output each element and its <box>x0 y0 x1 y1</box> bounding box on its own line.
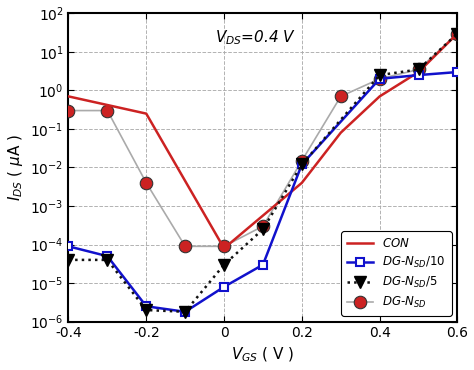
$DG$-$N_{SD}$ <box>299 158 305 163</box>
$DG$-$N_{SD}/10$ <box>65 244 71 249</box>
$DG$-$N_{SD}$ <box>455 31 460 36</box>
$CON$ <box>65 94 71 99</box>
$DG$-$N_{SD}/10$ <box>299 162 305 166</box>
$DG$-$N_{SD}$ <box>416 67 421 72</box>
$DG$-$N_{SD}/10$ <box>105 254 110 258</box>
$CON$ <box>377 94 383 99</box>
Line: $DG$-$N_{SD}/10$: $DG$-$N_{SD}/10$ <box>64 68 462 316</box>
$DG$-$N_{SD}/10$ <box>377 77 383 81</box>
$DG$-$N_{SD}/5$ <box>105 258 110 262</box>
$CON$ <box>416 70 421 74</box>
$DG$-$N_{SD}/5$ <box>377 73 383 77</box>
$DG$-$N_{SD}/5$ <box>299 162 305 166</box>
$DG$-$N_{SD}$ <box>221 244 227 249</box>
$DG$-$N_{SD}/10$ <box>260 262 266 267</box>
$DG$-$N_{SD}$ <box>260 224 266 228</box>
Line: $CON$: $CON$ <box>68 34 457 248</box>
$CON$ <box>144 111 149 116</box>
$DG$-$N_{SD}$ <box>105 108 110 113</box>
$CON$ <box>221 246 227 250</box>
$DG$-$N_{SD}/10$ <box>182 310 188 314</box>
Y-axis label: $I_{DS}$ ( $\mu$A ): $I_{DS}$ ( $\mu$A ) <box>6 134 25 201</box>
Line: $DG$-$N_{SD}$: $DG$-$N_{SD}$ <box>62 27 464 253</box>
$DG$-$N_{SD}/10$ <box>416 73 421 77</box>
$DG$-$N_{SD}/5$ <box>221 262 227 267</box>
$CON$ <box>299 181 305 185</box>
$DG$-$N_{SD}$ <box>338 94 344 99</box>
X-axis label: $V_{GS}$ ( V ): $V_{GS}$ ( V ) <box>231 346 295 364</box>
$DG$-$N_{SD}/5$ <box>182 310 188 314</box>
$DG$-$N_{SD}/5$ <box>65 258 71 262</box>
$DG$-$N_{SD}$ <box>182 244 188 249</box>
$DG$-$N_{SD}/10$ <box>144 304 149 309</box>
$DG$-$N_{SD}/10$ <box>221 285 227 289</box>
$DG$-$N_{SD}/5$ <box>144 308 149 312</box>
$DG$-$N_{SD}/5$ <box>455 31 460 36</box>
Legend: $CON$, $DG$-$N_{SD}/10$, $DG$-$N_{SD}/5$, $DG$-$N_{SD}$: $CON$, $DG$-$N_{SD}/10$, $DG$-$N_{SD}/5$… <box>341 232 452 316</box>
$DG$-$N_{SD}/5$ <box>260 227 266 232</box>
$DG$-$N_{SD}$ <box>65 108 71 113</box>
$DG$-$N_{SD}$ <box>144 181 149 185</box>
$CON$ <box>338 131 344 135</box>
Line: $DG$-$N_{SD}/5$: $DG$-$N_{SD}/5$ <box>63 28 463 317</box>
$DG$-$N_{SD}$ <box>377 77 383 81</box>
Text: $V_{DS}$=0.4 V: $V_{DS}$=0.4 V <box>215 29 296 47</box>
$DG$-$N_{SD}/10$ <box>455 70 460 74</box>
$CON$ <box>455 31 460 36</box>
$DG$-$N_{SD}/5$ <box>416 67 421 72</box>
